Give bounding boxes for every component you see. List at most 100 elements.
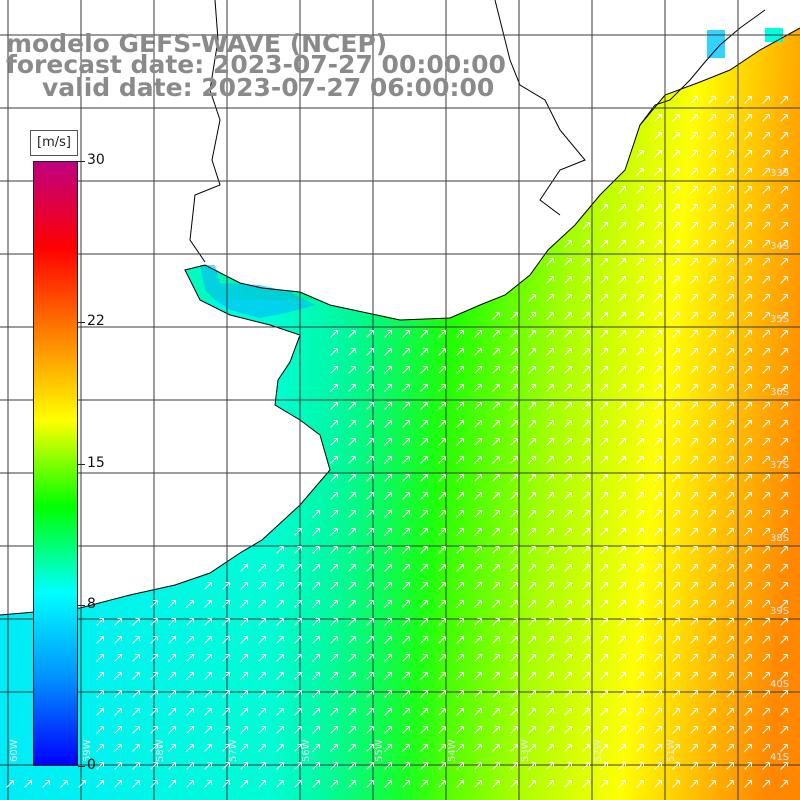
wind-arrow xyxy=(204,726,212,734)
wind-arrow xyxy=(420,474,428,482)
wind-arrow xyxy=(294,726,302,734)
wind-arrow xyxy=(438,366,446,374)
wind-arrow xyxy=(726,384,734,392)
wind-arrow xyxy=(438,330,446,338)
wind-arrow xyxy=(204,582,212,590)
wind-arrow xyxy=(438,618,446,626)
wind-arrow xyxy=(564,762,572,770)
wind-arrow xyxy=(654,456,662,464)
wind-arrow xyxy=(186,690,194,698)
wind-arrow xyxy=(708,654,716,662)
wind-arrow xyxy=(636,384,644,392)
wind-arrow xyxy=(366,528,374,536)
latitude-label: 39S xyxy=(770,606,789,617)
wind-arrow xyxy=(600,780,608,788)
wind-arrow xyxy=(438,384,446,392)
wind-arrow xyxy=(546,474,554,482)
wind-arrow xyxy=(528,780,536,788)
wind-arrow xyxy=(150,708,158,716)
wind-arrow xyxy=(582,402,590,410)
wind-arrow xyxy=(330,456,338,464)
wind-arrow xyxy=(240,654,248,662)
wind-arrow xyxy=(636,456,644,464)
wind-arrow xyxy=(690,672,698,680)
wind-arrow xyxy=(546,672,554,680)
wind-arrow xyxy=(654,636,662,644)
wind-speed-colorbar xyxy=(33,161,78,766)
wind-arrow xyxy=(150,672,158,680)
wind-arrow xyxy=(780,438,788,446)
wind-arrow xyxy=(654,240,662,248)
wind-arrow xyxy=(582,366,590,374)
wind-arrow xyxy=(384,546,392,554)
wind-arrow xyxy=(474,384,482,392)
wind-arrow xyxy=(204,636,212,644)
wind-arrow xyxy=(582,222,590,230)
wind-arrow xyxy=(222,654,230,662)
wind-arrow xyxy=(492,510,500,518)
latitude-label: 34S xyxy=(770,241,789,252)
wind-arrow xyxy=(330,708,338,716)
wind-arrow xyxy=(330,528,338,536)
wind-arrow xyxy=(600,492,608,500)
wind-arrow xyxy=(510,762,518,770)
wind-arrow xyxy=(546,402,554,410)
wind-arrow xyxy=(528,708,536,716)
wind-arrow xyxy=(726,780,734,788)
wind-arrow xyxy=(366,510,374,518)
wind-arrow xyxy=(708,258,716,266)
lagoon-outline xyxy=(639,9,766,126)
wind-arrow xyxy=(636,348,644,356)
wind-arrow xyxy=(510,528,518,536)
wind-arrow xyxy=(726,114,734,122)
latitude-label: 36S xyxy=(770,387,789,398)
wind-arrow xyxy=(600,258,608,266)
border-line xyxy=(189,0,221,263)
wind-arrow xyxy=(654,384,662,392)
wind-arrow xyxy=(276,762,284,770)
wind-arrow xyxy=(780,204,788,212)
wind-arrow xyxy=(690,276,698,284)
wind-arrow xyxy=(96,708,104,716)
wind-arrow xyxy=(330,366,338,374)
wind-arrow xyxy=(582,654,590,662)
wind-arrow xyxy=(708,186,716,194)
wind-arrow xyxy=(240,744,248,752)
wind-arrow xyxy=(492,672,500,680)
wind-arrow xyxy=(636,366,644,374)
wind-arrow xyxy=(258,618,266,626)
wind-arrow xyxy=(690,780,698,788)
wind-arrow xyxy=(258,690,266,698)
wind-arrow xyxy=(636,708,644,716)
wind-arrow xyxy=(708,276,716,284)
wind-arrow xyxy=(654,438,662,446)
wind-arrow xyxy=(474,546,482,554)
wind-arrow xyxy=(510,654,518,662)
wind-arrow xyxy=(762,96,770,104)
wind-arrow xyxy=(690,510,698,518)
wind-arrow xyxy=(528,384,536,392)
wind-arrow xyxy=(402,366,410,374)
wind-arrow xyxy=(600,294,608,302)
wind-arrow xyxy=(510,780,518,788)
longitude-label: 59W xyxy=(82,739,93,762)
wind-arrow xyxy=(690,312,698,320)
wind-arrow xyxy=(744,330,752,338)
wind-arrow xyxy=(366,600,374,608)
wind-arrow xyxy=(726,474,734,482)
wind-arrow xyxy=(528,690,536,698)
wind-arrow xyxy=(96,726,104,734)
wind-arrow xyxy=(438,528,446,536)
wind-arrow xyxy=(582,510,590,518)
wind-arrow xyxy=(348,510,356,518)
wind-arrow xyxy=(726,654,734,662)
wind-arrow xyxy=(456,600,464,608)
wind-arrow xyxy=(744,150,752,158)
wind-arrow xyxy=(762,294,770,302)
wind-arrow xyxy=(96,690,104,698)
wind-arrow xyxy=(312,582,320,590)
wind-arrow xyxy=(708,510,716,518)
wind-arrow xyxy=(384,726,392,734)
wind-arrow xyxy=(564,456,572,464)
